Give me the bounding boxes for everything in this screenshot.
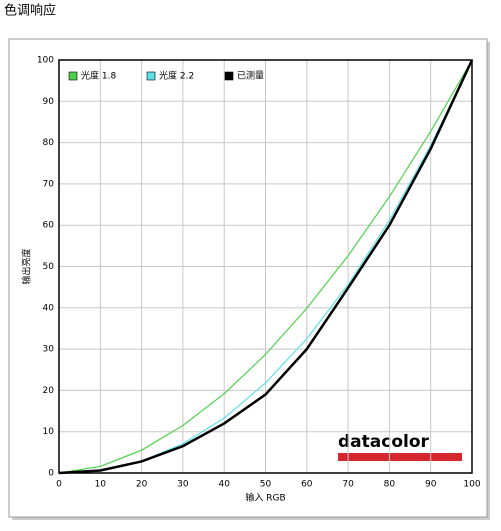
y-tick-label: 80: [43, 138, 55, 148]
x-tick-label: 40: [218, 480, 230, 490]
x-tick-label: 60: [301, 480, 313, 490]
x-tick-label: 50: [260, 480, 272, 490]
logo-bar: [338, 453, 462, 461]
legend-label: 光度 1.8: [81, 70, 116, 82]
x-tick-label: 80: [384, 480, 396, 490]
plot-frame: [58, 59, 473, 474]
x-tick-label: 20: [136, 480, 148, 490]
legend-swatch: [224, 71, 234, 81]
y-tick-label: 30: [43, 345, 55, 355]
y-tick-label: 70: [43, 179, 55, 189]
y-tick-label: 60: [43, 221, 55, 231]
x-tick-label: 0: [56, 480, 62, 490]
x-tick-label: 30: [177, 480, 189, 490]
box: [8, 38, 488, 518]
y-tick-label: 10: [43, 427, 55, 437]
y-axis-label: 输出亮度: [21, 248, 33, 284]
x-tick-label: 90: [425, 480, 437, 490]
legend-swatch: [68, 71, 78, 81]
series-line: [58, 59, 474, 475]
x-tick-label: 70: [342, 480, 354, 490]
logo: datacolor: [338, 432, 430, 452]
y-tick-label: 40: [43, 303, 55, 313]
y-tick-label: 100: [37, 56, 54, 66]
y-tick-label: 0: [48, 469, 54, 479]
x-axis-label: 输入 RGB: [245, 492, 285, 504]
x-tick-label: 10: [95, 480, 107, 490]
legend-label: 已测量: [237, 71, 264, 82]
y-tick-label: 50: [43, 262, 55, 272]
legend-swatch: [146, 71, 156, 81]
series-line: [58, 59, 473, 474]
y-tick-label: 90: [43, 97, 55, 107]
heading: 色调响应: [4, 3, 56, 19]
x-tick-label: 100: [463, 480, 480, 490]
legend-label: 光度 2.2: [159, 70, 194, 82]
y-tick-label: 20: [43, 386, 55, 396]
